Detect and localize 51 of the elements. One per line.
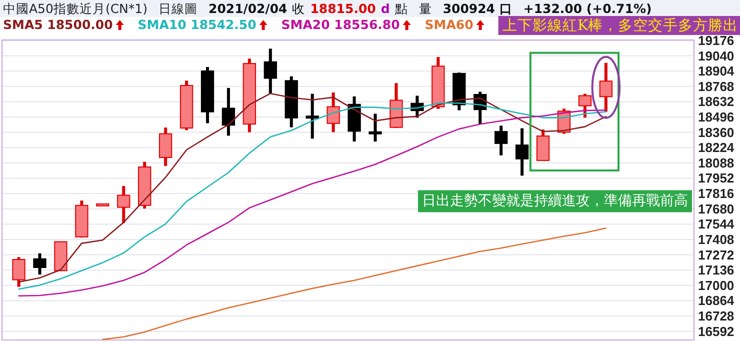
candlestick [326,92,340,132]
text: SMA20 18556.80 [281,17,400,32]
candlestick [33,253,46,275]
candlestick [599,62,613,112]
text: 上下影線紅K棒，多空交手多方勝出 [502,17,738,34]
y-tick-label: 17680 [698,201,734,216]
y-tick-label: 17000 [698,278,734,293]
text: 2021/02/04 [208,1,288,16]
y-tick-label: 17544 [698,216,735,232]
candlestick [264,48,277,94]
candlestick [515,128,529,176]
text: SMA5 18500.00 [3,17,114,32]
text: d [380,1,390,16]
y-tick-label: 17408 [698,232,734,247]
y-tick-label: 18088 [698,155,734,170]
text: 18815.00 [310,1,376,16]
candlestick [222,88,236,136]
y-tick-label: 17816 [698,186,734,202]
candlestick [578,94,592,118]
y-tick-label: 16728 [698,308,734,324]
y-tick-label: 17136 [698,262,734,278]
y-tick-label: 17272 [698,247,734,262]
candlestick [494,126,508,156]
text: +132.00 (+0.71%) [523,1,652,16]
y-tick-label: 18768 [698,78,734,94]
y-tick-label: 18360 [698,124,734,140]
y-tick-label: 18224 [698,140,735,156]
candlestick [12,257,26,287]
y-tick-label: 19176 [698,32,734,48]
line-series [102,227,607,340]
candlestick [158,128,172,166]
text: SMA10 18542.50 [138,17,257,32]
text: 量 [418,1,432,16]
y-tick-label: 18496 [698,110,734,124]
candlestick [368,114,382,142]
y-tick-label: 18904 [698,64,735,79]
text: 收 [292,1,306,16]
y-tick-label: 17952 [698,170,734,186]
candlestick [54,241,68,272]
chart-subtitle: 日線圖 [158,1,198,16]
candlestick [117,186,130,224]
candlestick [306,94,319,139]
annotation: 日出走勢不變就是持續進攻，準備再戰前高 [422,193,688,210]
y-tick-label: 16592 [698,324,734,339]
y-tick-label: 16864 [698,293,735,308]
text: 300924 口 [442,1,512,16]
y-tick-label: 19040 [698,48,734,64]
chart-title: 中國A50指數近月(CN*1) [3,1,148,16]
y-tick-label: 18632 [698,94,734,110]
text: SMA60 [424,17,474,32]
text: 點 [394,1,408,16]
